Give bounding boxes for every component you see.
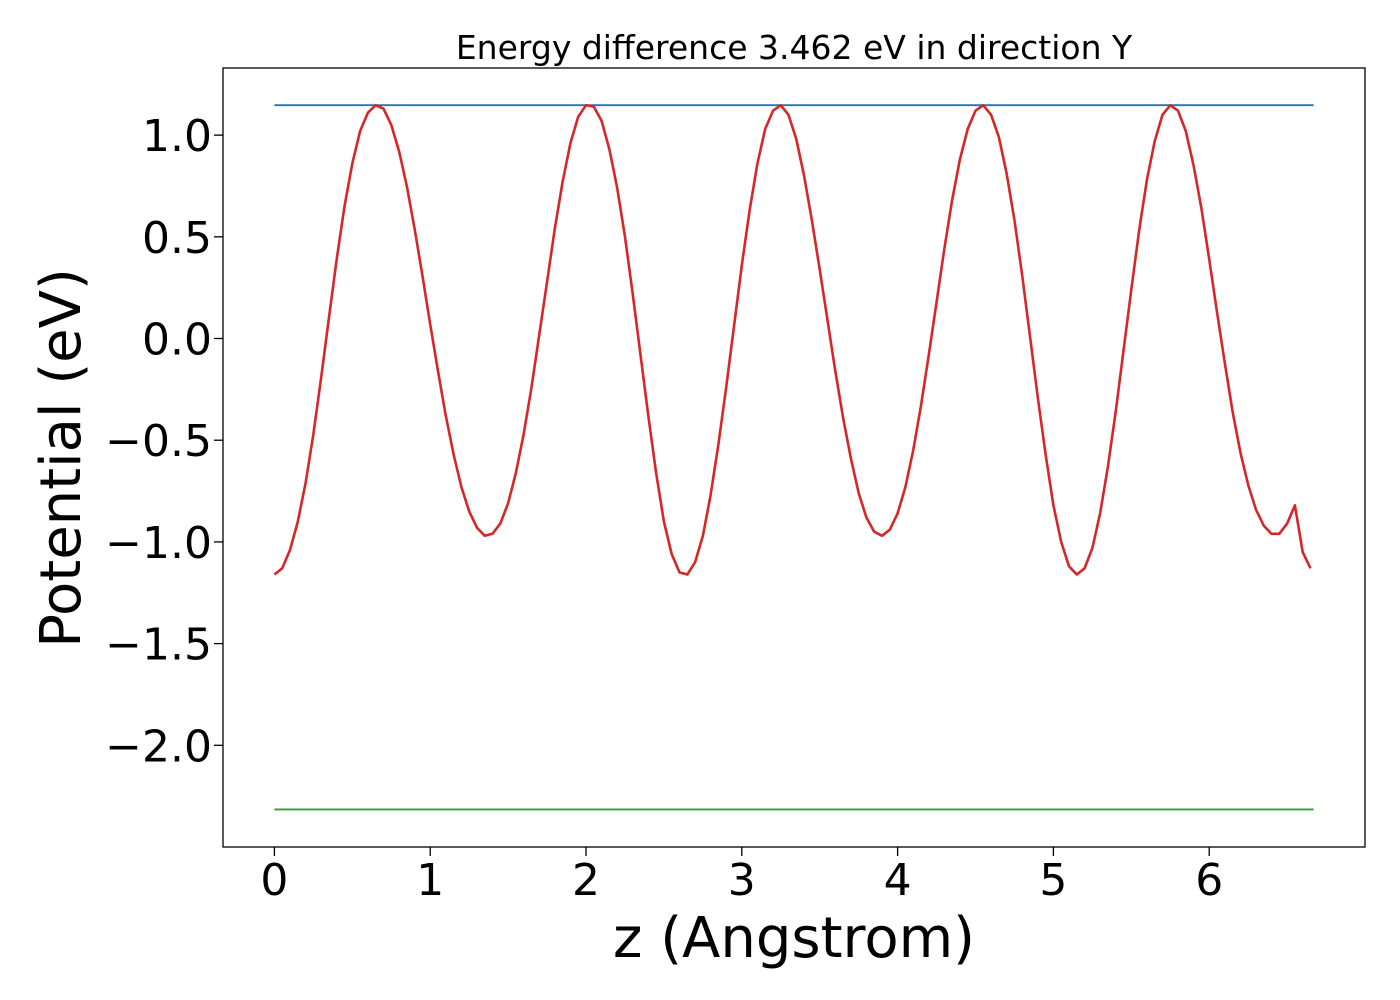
- y-tick-label: 1.0: [142, 111, 212, 162]
- x-tick-label: 0: [260, 855, 288, 906]
- x-tick-label: 1: [416, 855, 444, 906]
- y-tick-label: −0.5: [105, 416, 212, 467]
- chart-title: Energy difference 3.462 eV in direction …: [456, 28, 1133, 67]
- x-tick-label: 5: [1039, 855, 1067, 906]
- series-layer: [273, 103, 1314, 811]
- series-line-red: [273, 103, 1312, 576]
- x-axis-ticks: 0 1 2 3 4 5 6: [260, 847, 1223, 906]
- y-axis-label: Potential (eV): [29, 268, 94, 648]
- x-axis-label: z (Angstrom): [613, 906, 975, 971]
- y-tick-label: 0.5: [142, 213, 212, 264]
- y-axis-ticks: 1.0 0.5 0.0 −0.5 −1.0 −1.5 −2.0: [105, 111, 223, 772]
- y-tick-label: 0.0: [142, 315, 212, 366]
- x-tick-label: 2: [572, 855, 600, 906]
- y-tick-label: −2.0: [105, 721, 212, 772]
- y-tick-label: −1.5: [105, 620, 212, 671]
- x-tick-label: 4: [884, 855, 912, 906]
- plot-frame: [222, 67, 1366, 848]
- x-tick-label: 6: [1195, 855, 1223, 906]
- y-tick-label: −1.0: [105, 518, 212, 569]
- x-tick-label: 3: [728, 855, 756, 906]
